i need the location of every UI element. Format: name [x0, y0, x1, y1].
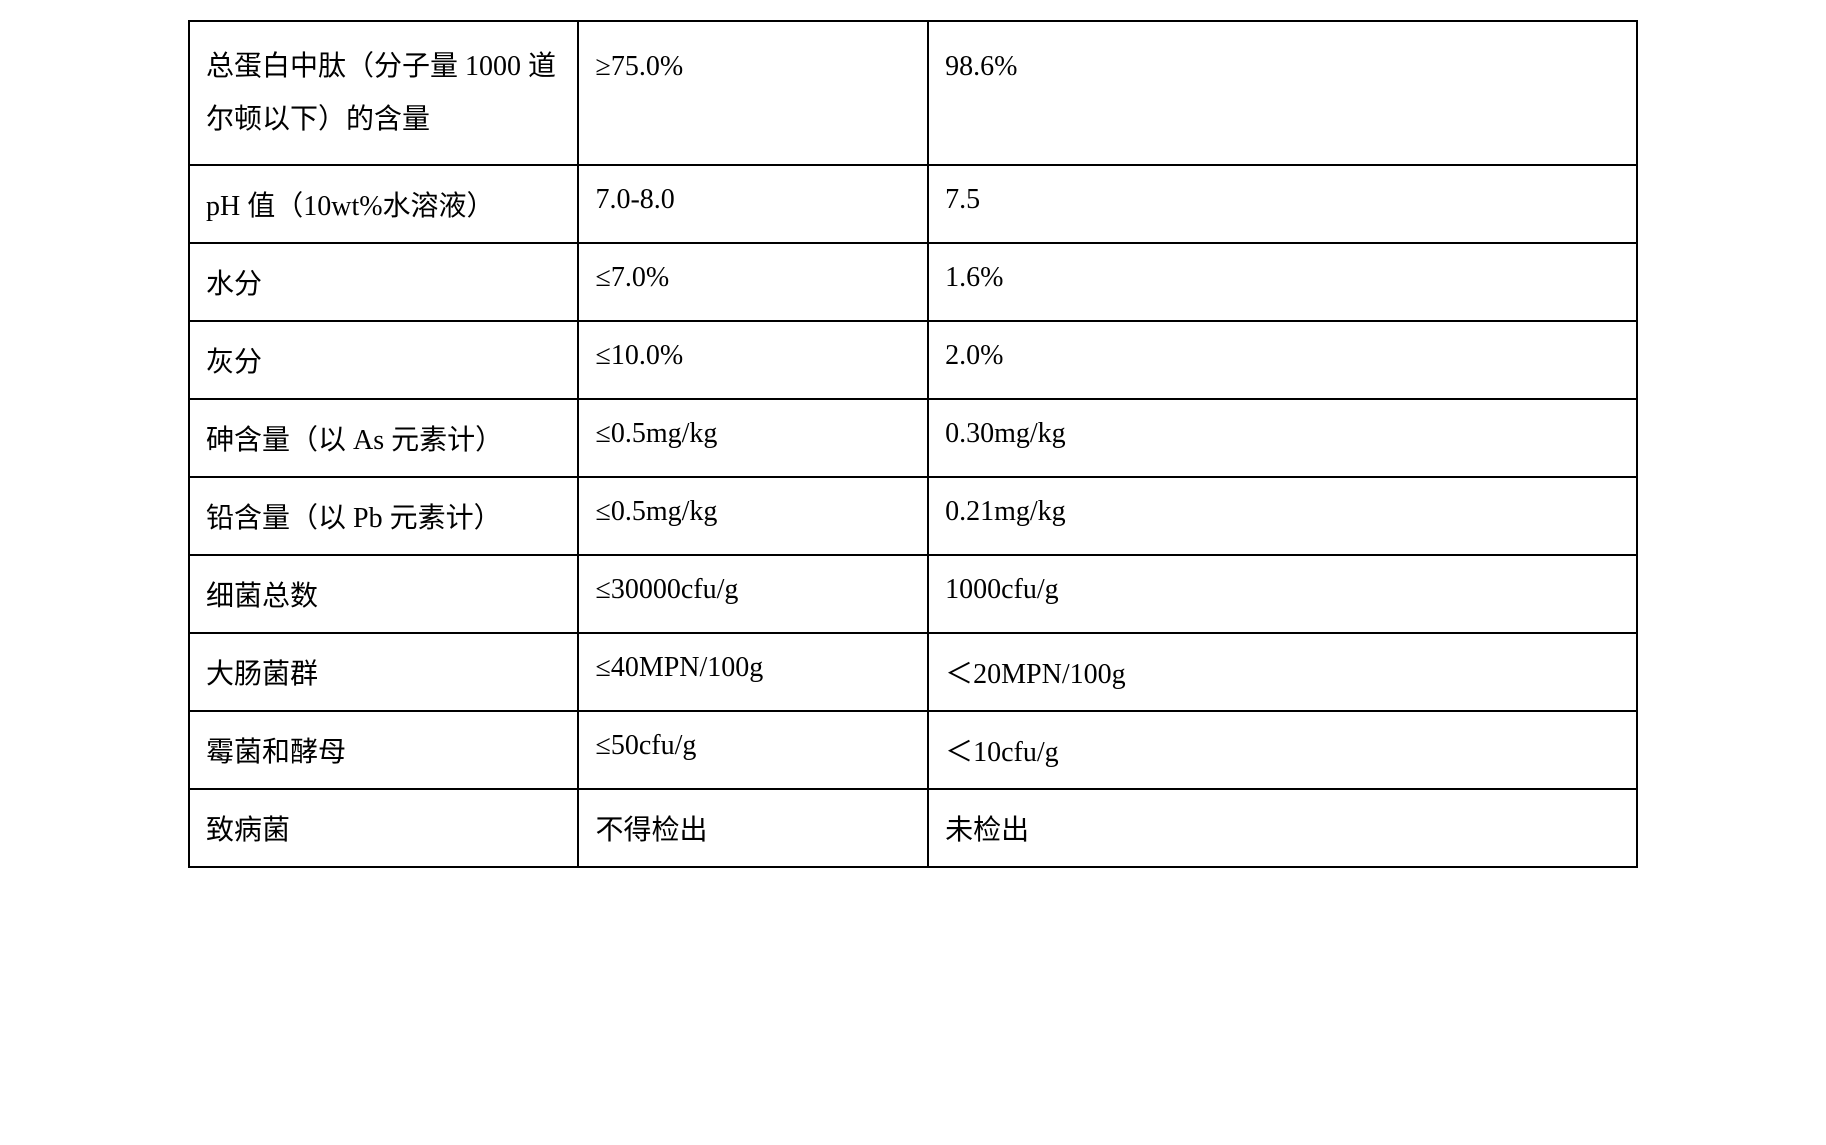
table-body: 总蛋白中肽（分子量 1000 道尔顿以下）的含量 ≥75.0% 98.6% pH…	[189, 21, 1637, 867]
cell-result: 未检出	[928, 789, 1637, 867]
table-row: 砷含量（以 As 元素计） ≤0.5mg/kg 0.30mg/kg	[189, 399, 1637, 477]
cell-param: 大肠菌群	[189, 633, 578, 711]
table-row: 霉菌和酵母 ≤50cfu/g ＜10cfu/g	[189, 711, 1637, 789]
table-row: 致病菌 不得检出 未检出	[189, 789, 1637, 867]
table-row: 细菌总数 ≤30000cfu/g 1000cfu/g	[189, 555, 1637, 633]
cell-spec: ≤30000cfu/g	[578, 555, 928, 633]
spec-table: 总蛋白中肽（分子量 1000 道尔顿以下）的含量 ≥75.0% 98.6% pH…	[188, 20, 1638, 868]
cell-spec: 不得检出	[578, 789, 928, 867]
cell-result: ＜20MPN/100g	[928, 633, 1637, 711]
cell-spec: ≤10.0%	[578, 321, 928, 399]
cell-param: 水分	[189, 243, 578, 321]
table-row: 铅含量（以 Pb 元素计） ≤0.5mg/kg 0.21mg/kg	[189, 477, 1637, 555]
cell-spec: ≤7.0%	[578, 243, 928, 321]
cell-spec: ≤50cfu/g	[578, 711, 928, 789]
cell-result: 1000cfu/g	[928, 555, 1637, 633]
cell-spec: 7.0-8.0	[578, 165, 928, 243]
cell-result: 2.0%	[928, 321, 1637, 399]
cell-param: 砷含量（以 As 元素计）	[189, 399, 578, 477]
cell-param: 细菌总数	[189, 555, 578, 633]
cell-spec: ≤0.5mg/kg	[578, 477, 928, 555]
table-row: 水分 ≤7.0% 1.6%	[189, 243, 1637, 321]
cell-result: 0.30mg/kg	[928, 399, 1637, 477]
table-row: 大肠菌群 ≤40MPN/100g ＜20MPN/100g	[189, 633, 1637, 711]
cell-result: ＜10cfu/g	[928, 711, 1637, 789]
cell-param: 霉菌和酵母	[189, 711, 578, 789]
cell-spec: ≤40MPN/100g	[578, 633, 928, 711]
cell-spec: ≥75.0%	[578, 21, 928, 165]
cell-result: 7.5	[928, 165, 1637, 243]
cell-param: 铅含量（以 Pb 元素计）	[189, 477, 578, 555]
cell-result: 98.6%	[928, 21, 1637, 165]
table-row: 灰分 ≤10.0% 2.0%	[189, 321, 1637, 399]
cell-param: 致病菌	[189, 789, 578, 867]
cell-param: 灰分	[189, 321, 578, 399]
table-row: 总蛋白中肽（分子量 1000 道尔顿以下）的含量 ≥75.0% 98.6%	[189, 21, 1637, 165]
cell-spec: ≤0.5mg/kg	[578, 399, 928, 477]
cell-param: pH 值（10wt%水溶液）	[189, 165, 578, 243]
cell-result: 0.21mg/kg	[928, 477, 1637, 555]
cell-param: 总蛋白中肽（分子量 1000 道尔顿以下）的含量	[189, 21, 578, 165]
cell-result: 1.6%	[928, 243, 1637, 321]
table-row: pH 值（10wt%水溶液） 7.0-8.0 7.5	[189, 165, 1637, 243]
